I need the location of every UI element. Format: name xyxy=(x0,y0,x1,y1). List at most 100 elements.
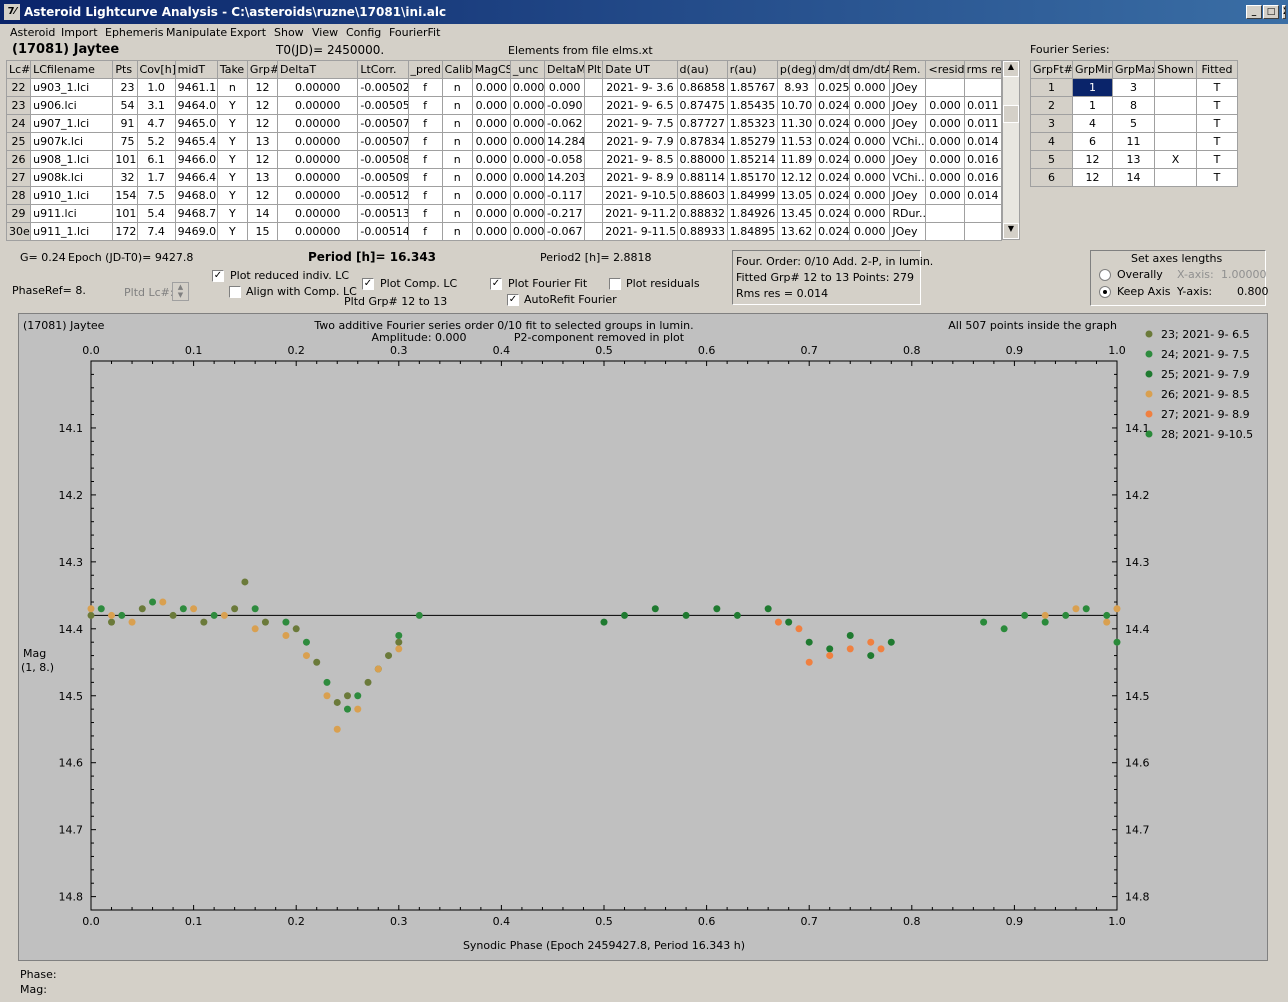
lc-col-header[interactable]: <resid> xyxy=(925,60,965,79)
table-cell[interactable]: 1.7 xyxy=(136,168,176,187)
table-cell[interactable]: 7.5 xyxy=(136,186,176,205)
fourier-cell[interactable]: 3 xyxy=(1030,114,1073,133)
table-cell[interactable]: 0.024 xyxy=(815,204,851,223)
table-cell[interactable]: 11.30 xyxy=(776,114,817,133)
lc-col-header[interactable]: LtCorr. xyxy=(357,60,409,79)
fourier-cell[interactable]: 1 xyxy=(1030,78,1073,97)
table-cell[interactable]: 12 xyxy=(246,114,279,133)
table-cell[interactable]: 29 xyxy=(5,204,32,223)
lc-col-header[interactable]: DeltaM xyxy=(544,60,586,79)
table-row[interactable]: 30e u911_1.lci 172 7.4 9469.0 Y 15 0.00000 -0.00… xyxy=(5,222,1003,241)
table-cell[interactable]: 0.88114 xyxy=(676,168,728,187)
table-cell[interactable]: 0.000 xyxy=(471,132,511,151)
table-cell[interactable]: 101 xyxy=(112,204,138,223)
table-row[interactable]: 28 u910_1.lci 154 7.5 9468.0 Y 12 0.00000 -0.005… xyxy=(5,186,1003,205)
table-cell[interactable]: 0.88603 xyxy=(676,186,728,205)
table-cell[interactable]: 0.000 xyxy=(849,168,891,187)
maximize-button[interactable]: □ xyxy=(1263,5,1279,19)
table-cell[interactable]: n xyxy=(441,114,473,133)
table-cell[interactable]: f xyxy=(407,186,443,205)
table-cell[interactable]: 1.85170 xyxy=(726,168,778,187)
table-cell[interactable]: 9461.1 xyxy=(174,78,218,97)
lc-col-header[interactable]: Lc# xyxy=(5,60,32,79)
lc-col-header[interactable]: Grp# xyxy=(246,60,279,79)
table-cell[interactable]: VChi... xyxy=(889,168,927,187)
table-cell[interactable]: 0.000 xyxy=(849,204,891,223)
table-cell[interactable]: 0.011 xyxy=(963,96,1003,115)
table-cell[interactable]: 0.000 xyxy=(849,186,891,205)
fourier-row[interactable]: 4 6 11 T xyxy=(1030,132,1238,151)
table-cell[interactable]: 9465.0 xyxy=(174,114,218,133)
table-cell[interactable]: 0.000 xyxy=(509,204,546,223)
xaxis-input[interactable]: 1.00000 xyxy=(1221,268,1267,281)
table-cell[interactable]: 26 xyxy=(5,150,32,169)
table-cell[interactable]: 0.00000 xyxy=(277,168,359,187)
table-cell[interactable]: 0.00000 xyxy=(277,186,359,205)
table-cell[interactable]: 23 xyxy=(112,78,138,97)
table-cell[interactable]: 0.000 xyxy=(849,222,891,241)
table-cell[interactable]: f xyxy=(407,150,443,169)
table-cell[interactable]: -0.058 xyxy=(544,150,586,169)
table-cell[interactable]: 91 xyxy=(112,114,138,133)
table-cell[interactable] xyxy=(925,204,965,223)
table-cell[interactable]: 0.000 xyxy=(925,150,965,169)
table-cell[interactable]: Y xyxy=(216,222,248,241)
table-cell[interactable]: 0.000 xyxy=(849,96,891,115)
lc-col-header[interactable]: rms res xyxy=(963,60,1003,79)
table-cell[interactable]: 0.000 xyxy=(471,222,511,241)
lc-col-header[interactable]: midT xyxy=(174,60,218,79)
table-cell[interactable]: 30e xyxy=(5,222,32,241)
pltd-lc-spinner[interactable]: ▲ ▼ xyxy=(172,282,189,301)
table-cell[interactable]: 0.000 xyxy=(849,132,891,151)
table-cell[interactable]: 0.016 xyxy=(963,150,1003,169)
table-cell[interactable]: -0.117 xyxy=(544,186,586,205)
table-cell[interactable]: n xyxy=(441,204,473,223)
fourier-cell[interactable] xyxy=(1154,132,1197,151)
table-cell[interactable]: f xyxy=(407,96,443,115)
minimize-button[interactable]: _ xyxy=(1246,5,1262,19)
table-cell[interactable]: 75 xyxy=(112,132,138,151)
fourier-cell[interactable]: 5 xyxy=(1112,114,1155,133)
lc-col-header[interactable]: Plt xyxy=(584,60,604,79)
table-cell[interactable]: f xyxy=(407,222,443,241)
table-cell[interactable]: 0.000 xyxy=(471,96,511,115)
table-cell[interactable]: -0.00508 xyxy=(357,150,409,169)
table-cell[interactable] xyxy=(584,204,604,223)
lc-col-header[interactable]: Cov[h] xyxy=(136,60,176,79)
table-cell[interactable]: JOey xyxy=(889,222,927,241)
table-cell[interactable]: RDur... xyxy=(889,204,927,223)
fourier-cell[interactable]: 3 xyxy=(1112,78,1155,97)
table-cell[interactable]: 3.1 xyxy=(136,96,176,115)
table-cell[interactable]: -0.00513 xyxy=(357,204,409,223)
table-cell[interactable]: n xyxy=(441,186,473,205)
table-cell[interactable]: 13 xyxy=(246,132,279,151)
table-cell[interactable] xyxy=(584,132,604,151)
scroll-up-icon[interactable]: ▲ xyxy=(1003,61,1019,77)
table-cell[interactable]: 0.000 xyxy=(925,114,965,133)
table-cell[interactable]: 13.05 xyxy=(776,186,817,205)
table-row[interactable]: 29 u911.lci 101 5.4 9468.7 Y 14 0.00000 -0.00513… xyxy=(5,204,1003,223)
lc-col-header[interactable]: Rem. xyxy=(889,60,927,79)
table-cell[interactable]: 1.85435 xyxy=(726,96,778,115)
table-cell[interactable]: 0.000 xyxy=(471,204,511,223)
table-cell[interactable]: 0.000 xyxy=(509,132,546,151)
table-cell[interactable] xyxy=(584,168,604,187)
table-cell[interactable]: 0.024 xyxy=(815,222,851,241)
table-cell[interactable]: 0.024 xyxy=(815,114,851,133)
table-cell[interactable] xyxy=(925,78,965,97)
lc-col-header[interactable]: r(au) xyxy=(726,60,778,79)
table-cell[interactable]: 0.00000 xyxy=(277,204,359,223)
table-cell[interactable]: 6.1 xyxy=(136,150,176,169)
table-cell[interactable]: 0.024 xyxy=(815,150,851,169)
table-cell[interactable]: 12 xyxy=(246,186,279,205)
table-cell[interactable]: 11.89 xyxy=(776,150,817,169)
table-cell[interactable]: 7.4 xyxy=(136,222,176,241)
table-cell[interactable]: n xyxy=(441,222,473,241)
table-cell[interactable]: n xyxy=(441,168,473,187)
table-cell[interactable]: 0.000 xyxy=(471,186,511,205)
table-cell[interactable]: 22 xyxy=(5,78,32,97)
autorefit-checkbox[interactable]: ✓ xyxy=(507,294,519,306)
table-cell[interactable] xyxy=(963,222,1003,241)
